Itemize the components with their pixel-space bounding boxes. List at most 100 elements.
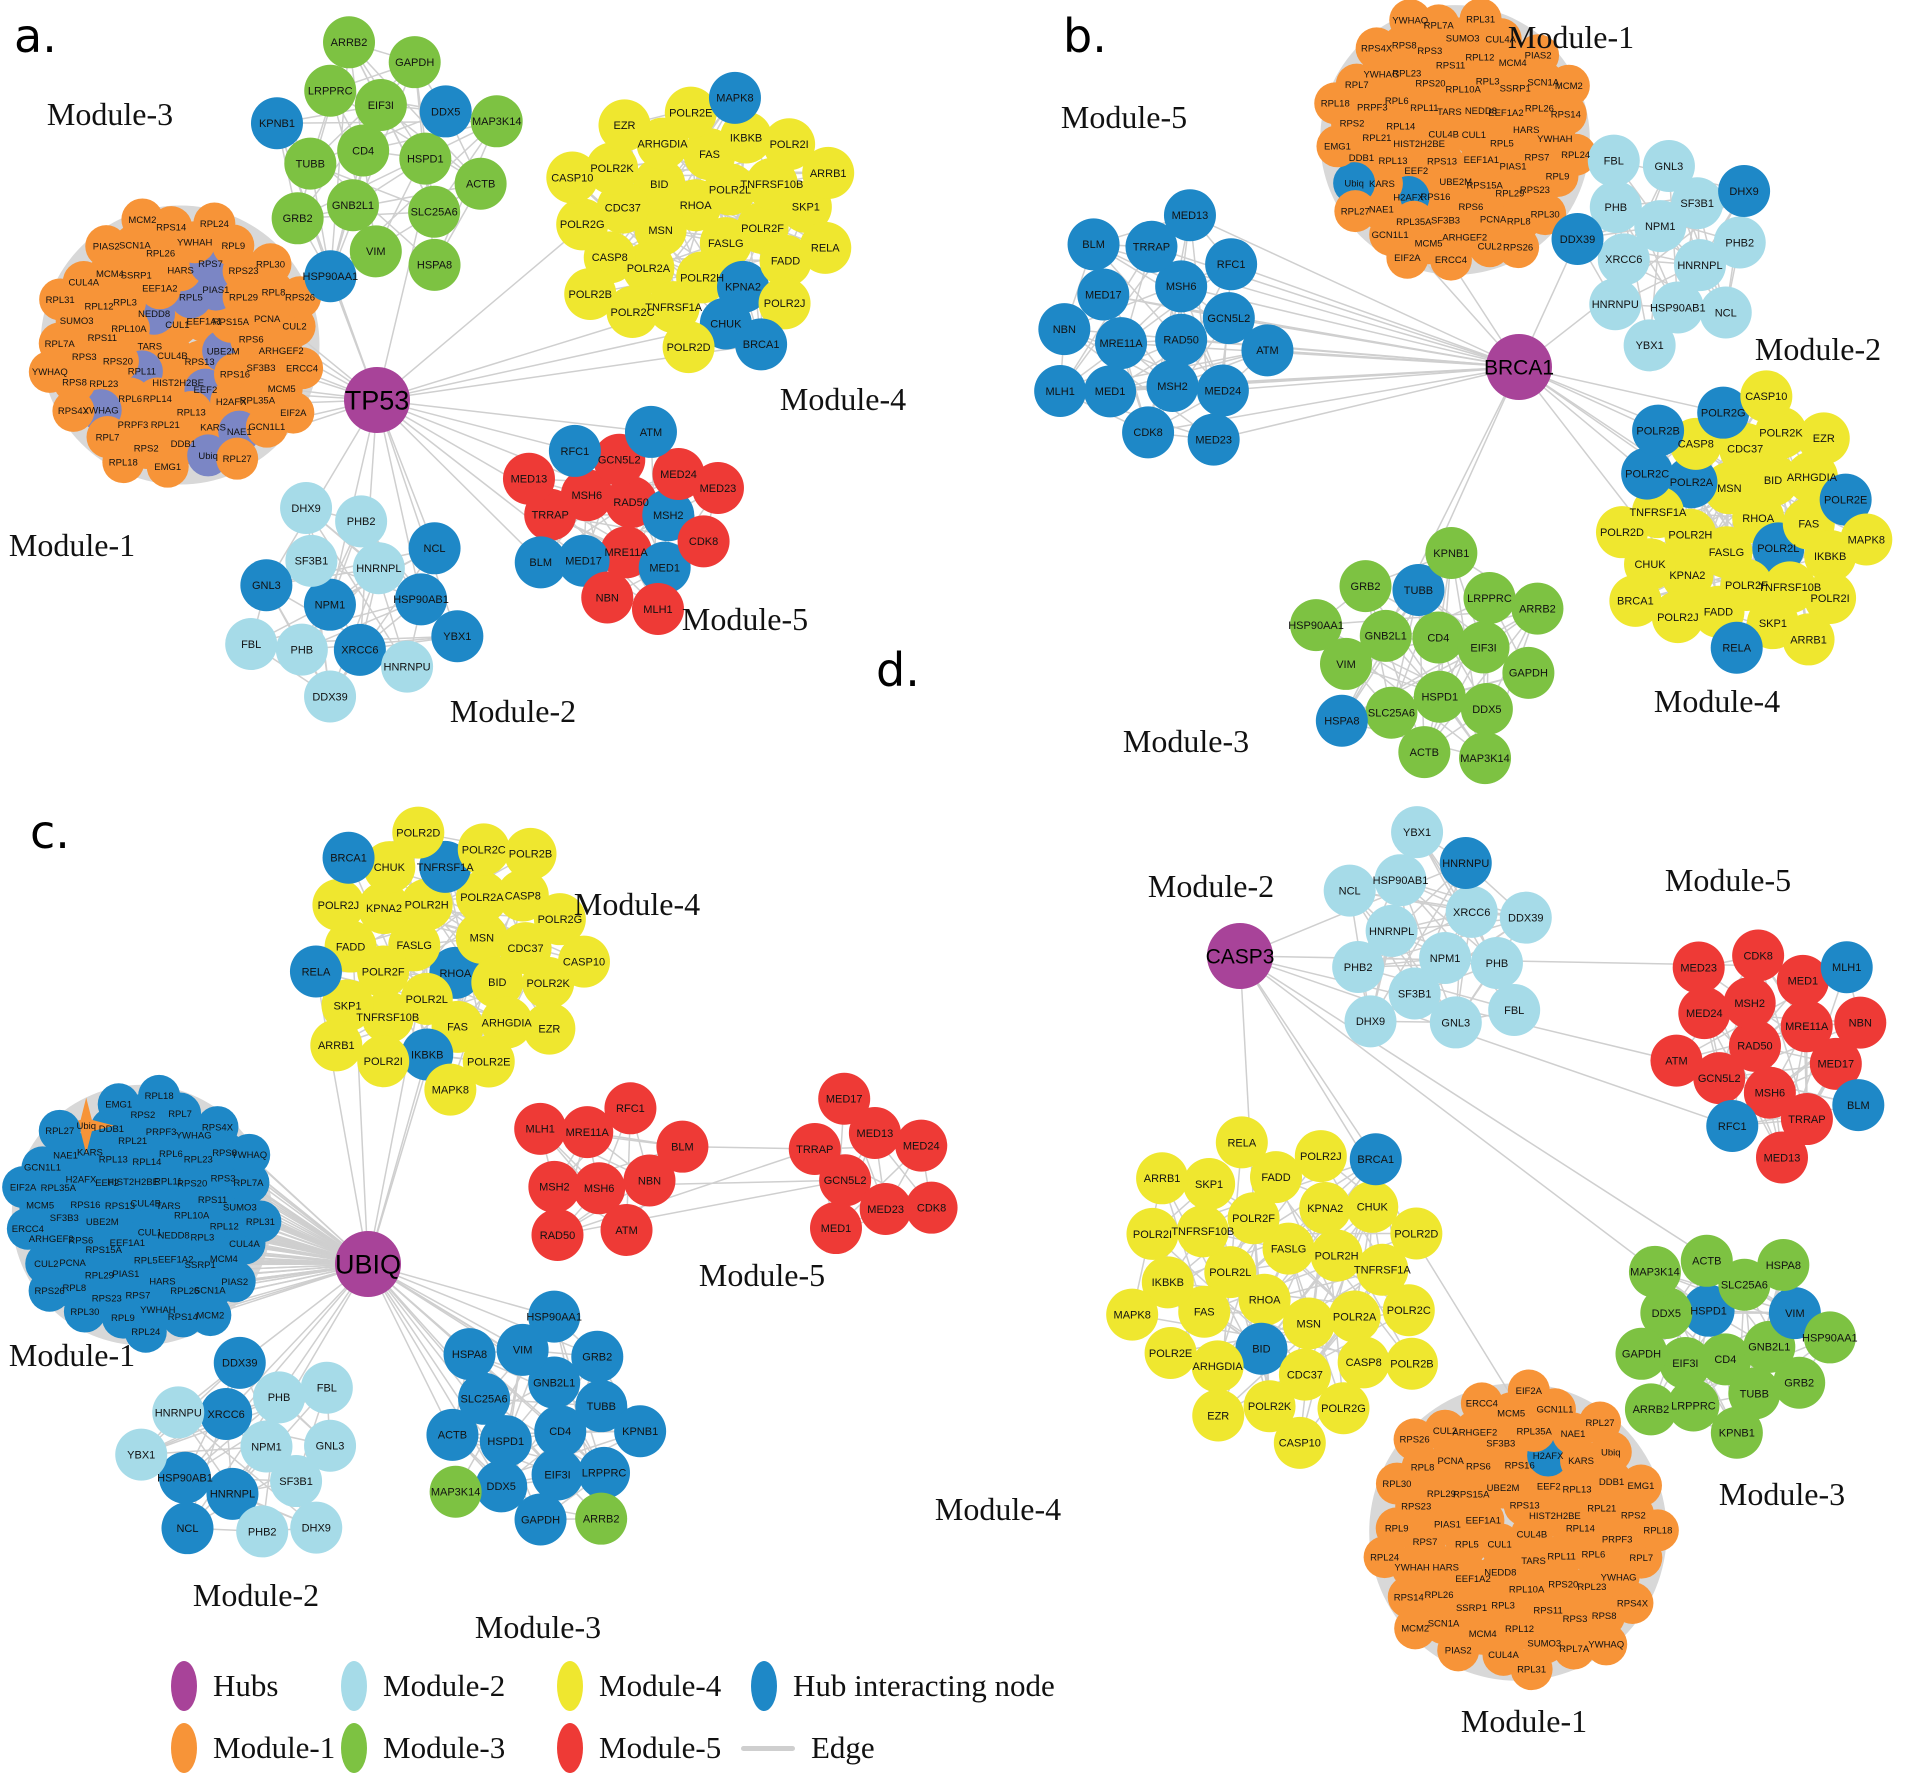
- node-HSP90AA1: [1803, 1311, 1856, 1364]
- node-label: HSPA8: [1766, 1260, 1801, 1272]
- node-label: RPL24: [1370, 1552, 1399, 1563]
- node-label: RPL24: [131, 1327, 160, 1338]
- node-HSP90AB1: [1651, 281, 1704, 334]
- node-RPL18: [102, 441, 145, 484]
- module-label: Module-1: [1461, 1703, 1587, 1739]
- node-label: PIAS1: [1500, 161, 1527, 172]
- module-label: Module-1: [9, 1337, 135, 1373]
- node-label: SF3B3: [1486, 1439, 1515, 1450]
- node-MED17: [1809, 1037, 1862, 1090]
- node-label: CD4: [1714, 1354, 1736, 1366]
- node-label: TUBB: [296, 158, 325, 170]
- node-GNB2L1: [1359, 609, 1412, 662]
- node-CHUK: [1346, 1180, 1399, 1233]
- node-label: POLR2L: [406, 994, 448, 1006]
- node-label: RPL3: [113, 297, 137, 308]
- node-label: HIST2H2BE: [152, 378, 204, 389]
- node-MED17: [557, 534, 610, 587]
- node-label: ARHGEF2: [1452, 1427, 1497, 1438]
- node-label: ACTB: [438, 1430, 467, 1442]
- node-label: GRB2: [1784, 1378, 1814, 1390]
- node-CASP10: [1273, 1416, 1326, 1469]
- node-label: RELA: [811, 243, 840, 255]
- node-label: EEF2: [1537, 1482, 1561, 1493]
- node-ARRB2: [575, 1492, 628, 1545]
- node-label: MAPK8: [716, 93, 753, 105]
- edge: [557, 1148, 816, 1236]
- node-label: RPS23: [1401, 1502, 1431, 1513]
- node-label: ARRB1: [1790, 634, 1827, 646]
- node-label: IKBKB: [730, 132, 762, 144]
- node-label: MCM5: [1497, 1409, 1525, 1420]
- node-label: HNRNPU: [384, 661, 431, 673]
- node-EZR: [598, 99, 651, 152]
- hub-edge: [225, 1263, 369, 1415]
- node-ARRB2: [323, 16, 376, 69]
- node-HSPD1: [1413, 670, 1466, 723]
- node-SLC25A6: [1365, 686, 1418, 739]
- node-LRPPRC: [304, 64, 357, 117]
- node-label: GNL3: [252, 580, 281, 592]
- node-MSH6: [1155, 260, 1208, 313]
- node-label: POLR2K: [1248, 1401, 1292, 1413]
- node-label: ATM: [1256, 345, 1278, 357]
- node-GNL3: [240, 559, 293, 612]
- node-label: BLM: [1082, 239, 1105, 251]
- node-DDX5: [1640, 1286, 1693, 1339]
- layer-chrome: BRCA1 Module-1 Module-2 Module-3 Module-4 Mod…: [1061, 9, 1881, 759]
- node-label: DHX9: [1356, 1016, 1385, 1028]
- node-label: RPL18: [145, 1091, 174, 1102]
- node-label: MED24: [660, 469, 697, 481]
- node-label: MCM4: [1499, 58, 1527, 69]
- node-label: MED23: [867, 1204, 904, 1216]
- node-label: XRCC6: [341, 645, 378, 657]
- node-label: LRPPRC: [308, 86, 353, 98]
- node-label: EEF1A2: [1455, 1574, 1490, 1585]
- node-label: H2AFX: [66, 1175, 97, 1186]
- node-PHB2: [335, 495, 388, 548]
- node-HSP90AB1: [395, 573, 448, 626]
- node-label: CUL2: [282, 322, 306, 333]
- node-MED13: [502, 452, 555, 505]
- node-PHB: [253, 1371, 306, 1424]
- node-CASP10: [558, 935, 611, 988]
- node-CD4: [1412, 611, 1465, 664]
- node-label: MCM5: [26, 1200, 54, 1211]
- node-label: VIM: [513, 1345, 533, 1357]
- module-label: Module-5: [699, 1257, 825, 1293]
- node-XRCC6: [1597, 233, 1650, 286]
- node-label: RPL35A: [1396, 217, 1432, 228]
- hub-label: CASP3: [1206, 945, 1275, 968]
- node-label: RPL27: [45, 1126, 74, 1137]
- node-ATM: [624, 405, 677, 458]
- node-label: FASLG: [708, 238, 743, 250]
- node-label: POLR2G: [538, 914, 583, 926]
- node-label: H2AFX: [1533, 1451, 1564, 1462]
- node-label: SF3B1: [295, 556, 329, 568]
- node-DHX9: [1344, 995, 1397, 1048]
- node-label: RFC1: [561, 446, 590, 458]
- node-label: CHUK: [1357, 1202, 1389, 1214]
- node-label: RPL7: [168, 1109, 192, 1120]
- module-label: Module-1: [9, 527, 135, 563]
- node-TNFRSF1A: [1356, 1243, 1409, 1296]
- node-label: BID: [1764, 475, 1782, 487]
- module-label: Module-4: [1654, 683, 1780, 719]
- node-label: BID: [650, 179, 668, 191]
- node-BID: [1235, 1322, 1288, 1375]
- node-label: EIF3I: [1470, 642, 1496, 654]
- node-label: YWHAH: [177, 238, 213, 249]
- node-YWHAQ: [228, 1133, 271, 1176]
- node-EIF2A: [272, 391, 315, 434]
- node-label: PIAS1: [202, 285, 229, 296]
- node-RPL31: [1510, 1648, 1553, 1691]
- node-label: EZR: [1813, 433, 1835, 445]
- panel-letter: d.: [876, 643, 920, 697]
- node-label: POLR2B: [509, 849, 552, 861]
- node-ATM: [1650, 1034, 1703, 1087]
- node-label: ERCC4: [12, 1224, 44, 1235]
- node-label: GAPDH: [1622, 1349, 1661, 1361]
- node-label: RPS11: [1436, 60, 1465, 71]
- node-label: MSN: [648, 225, 673, 237]
